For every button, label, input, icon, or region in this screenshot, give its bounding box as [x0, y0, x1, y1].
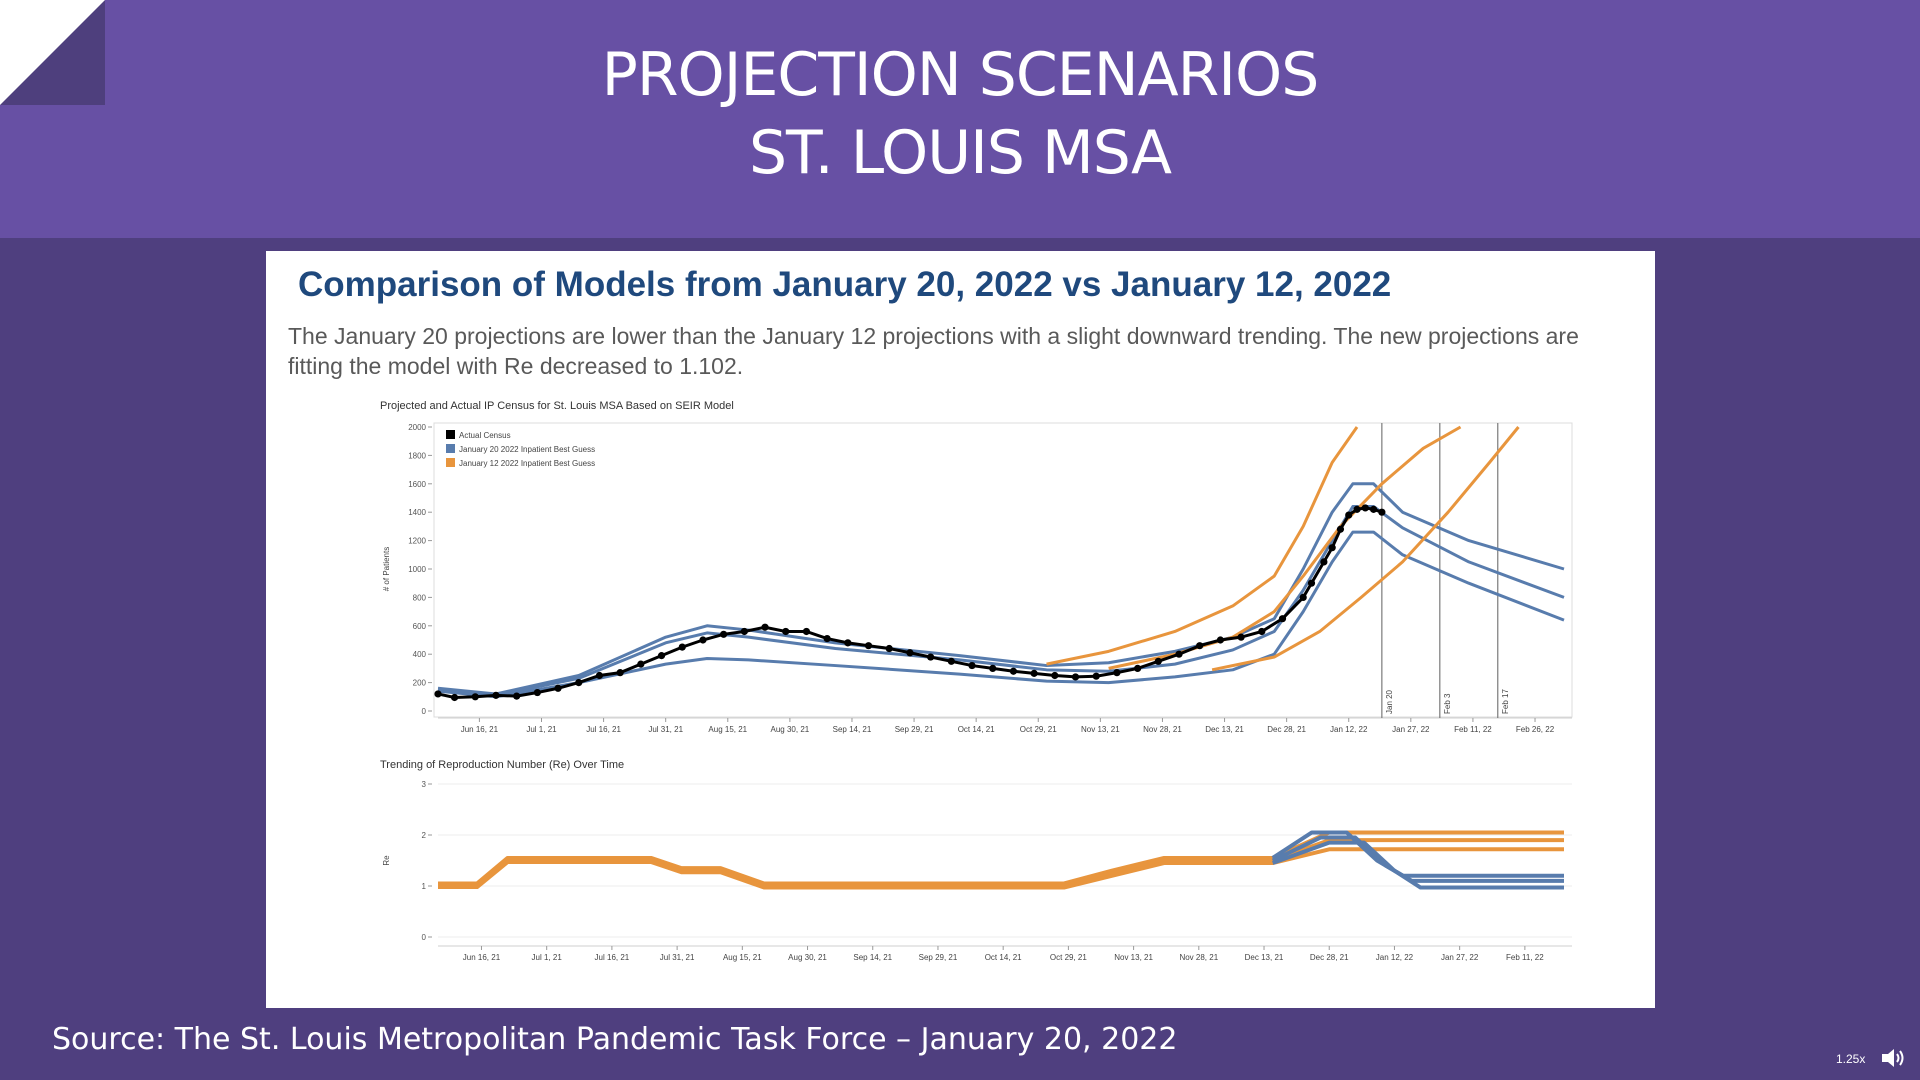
content-panel: Comparison of Models from January 20, 20… [266, 251, 1655, 1008]
y-tick-label: 600 [413, 622, 427, 631]
x-tick-label: Sep 29, 21 [919, 953, 958, 962]
legend-entry: Actual Census [459, 431, 511, 440]
x-tick-label: Dec 13, 21 [1245, 953, 1284, 962]
x-tick-label: Jan 27, 22 [1441, 953, 1479, 962]
slide-title-line-2: ST. LOUIS MSA [748, 118, 1172, 188]
slide-header: PROJECTION SCENARIOS ST. LOUIS MSA [0, 0, 1920, 238]
y-tick-label: 800 [413, 593, 427, 602]
x-tick-label: Nov 13, 21 [1081, 725, 1120, 734]
jan20-series-line-1-5 [1272, 840, 1564, 890]
charts-canvas: Projected and Actual IP Census for St. L… [380, 400, 1573, 962]
y-tick-label: 3 [422, 780, 427, 789]
page-fold-corner [0, 0, 105, 105]
y-tick-label: 0 [422, 707, 427, 716]
y-tick-label: 200 [413, 679, 427, 688]
jan12-series-line-0-4 [1108, 425, 1462, 670]
x-tick-label: Feb 11, 22 [1506, 953, 1544, 962]
x-tick-label: Nov 28, 21 [1179, 953, 1218, 962]
jan20-series-line-1-4 [1271, 835, 1564, 883]
jan20-series-line-0-1 [437, 505, 1565, 697]
source-caption: Source: The St. Louis Metropolitan Pande… [52, 1022, 1178, 1057]
chart-title-1: Trending of Reproduction Number (Re) Ove… [380, 759, 624, 771]
x-tick-label: Dec 28, 21 [1310, 953, 1349, 962]
jan20-series-line-0-0 [437, 482, 1565, 696]
reference-line-label: Feb 17 [1501, 689, 1510, 714]
x-tick-label: Jun 16, 21 [463, 953, 501, 962]
legend-swatch [446, 444, 455, 453]
x-tick-label: Aug 15, 21 [723, 953, 762, 962]
playback-speed[interactable]: 1.25x [1836, 1052, 1866, 1066]
y-tick-label: 2 [422, 831, 427, 840]
chart-title-0: Projected and Actual IP Census for St. L… [380, 400, 734, 412]
comparison-heading: Comparison of Models from January 20, 20… [298, 265, 1392, 304]
x-tick-label: Jun 16, 21 [461, 725, 499, 734]
legend-entry: January 20 2022 Inpatient Best Guess [459, 445, 595, 454]
y-tick-label: 1 [422, 882, 427, 891]
x-tick-label: Jul 1, 21 [526, 725, 557, 734]
x-tick-label: Feb 26, 22 [1516, 725, 1555, 734]
y-tick-label: 400 [413, 650, 427, 659]
y-tick-label: 1000 [408, 565, 426, 574]
jan12-series-line-0-5 [1211, 426, 1520, 672]
x-tick-label: Dec 28, 21 [1267, 725, 1306, 734]
x-tick-label: Oct 29, 21 [1020, 725, 1057, 734]
x-tick-label: Sep 14, 21 [853, 953, 892, 962]
x-tick-label: Jan 12, 22 [1330, 725, 1368, 734]
x-tick-label: Jul 31, 21 [660, 953, 695, 962]
y-axis-label-0: # of Patients [382, 547, 391, 591]
actual-census-line [437, 506, 1383, 700]
x-tick-label: Oct 14, 21 [985, 953, 1022, 962]
x-tick-label: Aug 15, 21 [708, 725, 747, 734]
x-tick-label: Aug 30, 21 [788, 953, 827, 962]
jan20-series-line-0-2 [437, 530, 1565, 699]
x-tick-label: Aug 30, 21 [771, 725, 810, 734]
speaker-icon[interactable] [1880, 1046, 1906, 1070]
y-axis-label-1: Re [382, 855, 391, 866]
x-tick-label: Feb 11, 22 [1454, 725, 1492, 734]
x-tick-label: Nov 13, 21 [1114, 953, 1153, 962]
x-tick-label: Oct 14, 21 [958, 725, 995, 734]
slide-title-line-1: PROJECTION SCENARIOS [601, 40, 1320, 110]
x-tick-label: Jul 16, 21 [586, 725, 621, 734]
x-tick-label: Dec 13, 21 [1205, 725, 1244, 734]
x-tick-label: Sep 29, 21 [895, 725, 934, 734]
x-tick-label: Nov 28, 21 [1143, 725, 1182, 734]
legend-swatch [446, 430, 455, 439]
legend-entry: January 12 2022 Inpatient Best Guess [459, 459, 595, 468]
plot-frame-0 [433, 422, 1573, 718]
reference-line-label: Jan 20 [1385, 689, 1394, 714]
reference-line-label: Feb 3 [1443, 693, 1452, 714]
x-tick-label: Oct 29, 21 [1050, 953, 1087, 962]
x-tick-label: Jan 12, 22 [1376, 953, 1414, 962]
y-tick-label: 1600 [408, 480, 426, 489]
y-tick-label: 2000 [408, 423, 426, 432]
y-tick-label: 0 [422, 933, 427, 942]
y-tick-label: 1800 [408, 451, 426, 460]
y-tick-label: 1200 [408, 537, 426, 546]
jan12-series-line-0-3 [1046, 426, 1359, 666]
x-tick-label: Jan 27, 22 [1392, 725, 1430, 734]
x-tick-label: Jul 31, 21 [648, 725, 683, 734]
y-tick-label: 1400 [408, 508, 426, 517]
legend-swatch [446, 458, 455, 467]
x-tick-label: Jul 1, 21 [532, 953, 563, 962]
jan20-series-line-1-3 [1271, 830, 1564, 878]
x-tick-label: Sep 14, 21 [833, 725, 872, 734]
comparison-description: The January 20 projections are lower tha… [288, 323, 1579, 379]
x-tick-label: Jul 16, 21 [595, 953, 630, 962]
